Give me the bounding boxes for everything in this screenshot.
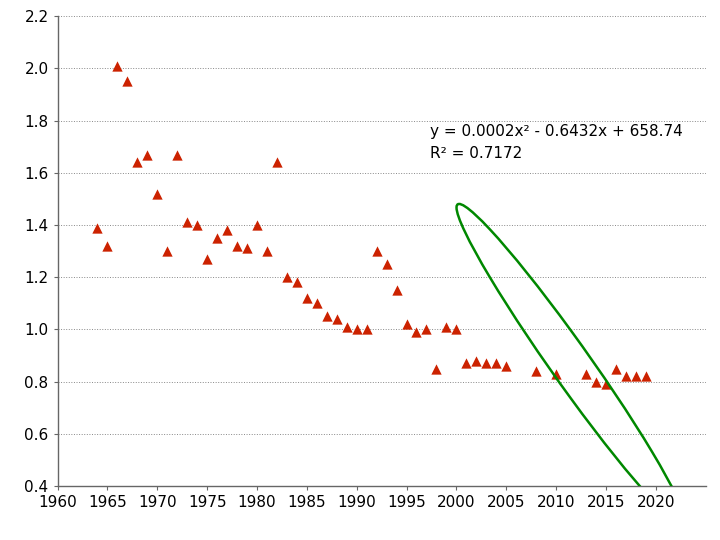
Text: y = 0.0002x² - 0.6432x + 658.74
R² = 0.7172: y = 0.0002x² - 0.6432x + 658.74 R² = 0.7… <box>431 124 683 161</box>
Point <box>192 221 203 230</box>
Point <box>321 312 333 321</box>
Point <box>261 247 273 255</box>
Point <box>171 150 183 159</box>
Point <box>630 372 642 381</box>
Point <box>600 380 612 389</box>
Point <box>531 367 542 375</box>
Point <box>291 278 302 287</box>
Point <box>461 359 472 368</box>
Point <box>102 241 113 250</box>
Point <box>490 359 502 368</box>
Point <box>221 226 233 234</box>
Point <box>271 158 283 167</box>
Point <box>181 218 193 227</box>
Point <box>441 322 452 331</box>
Point <box>331 315 343 323</box>
Point <box>391 286 402 295</box>
Point <box>451 325 462 334</box>
Point <box>341 322 353 331</box>
Point <box>580 369 592 378</box>
Point <box>361 325 372 334</box>
Point <box>231 241 243 250</box>
Point <box>112 62 123 70</box>
Point <box>301 294 312 302</box>
Point <box>480 359 492 368</box>
Point <box>610 364 621 373</box>
Point <box>281 273 292 281</box>
Point <box>590 377 602 386</box>
Point <box>132 158 143 167</box>
Point <box>202 255 213 264</box>
Point <box>151 190 163 198</box>
Point <box>91 224 103 232</box>
Point <box>212 234 223 242</box>
Point <box>431 364 442 373</box>
Point <box>122 77 133 86</box>
Point <box>371 247 382 255</box>
Point <box>420 325 432 334</box>
Point <box>550 369 562 378</box>
Point <box>471 356 482 365</box>
Point <box>161 247 173 255</box>
Point <box>251 221 263 230</box>
Point <box>640 372 652 381</box>
Point <box>410 328 422 336</box>
Point <box>311 299 323 308</box>
Point <box>620 372 631 381</box>
Point <box>401 320 413 328</box>
Point <box>142 150 153 159</box>
Point <box>351 325 362 334</box>
Point <box>241 244 253 253</box>
Point <box>381 260 392 268</box>
Point <box>500 362 512 370</box>
